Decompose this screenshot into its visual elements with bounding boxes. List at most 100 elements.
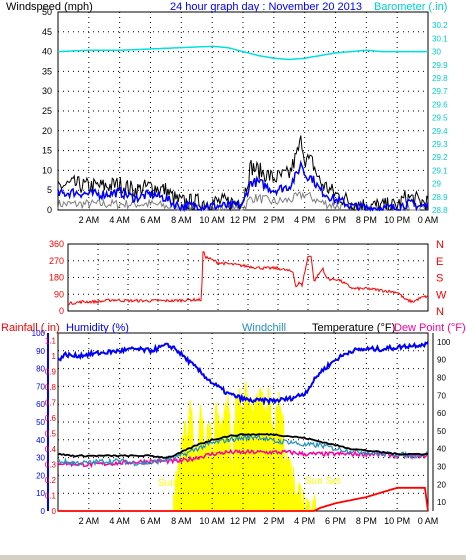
rainfall-line [58,486,429,512]
direction-grid [68,244,428,311]
wind-barometer-panel: Windspeed (mph) 24 hour graph day : Nove… [0,0,466,228]
barometer-tick: 30 [432,48,441,57]
temperature-tick: 40 [437,445,446,454]
time-tick: 4 PM [294,516,315,526]
windspeed-axis-label: Windspeed (mph) [6,1,93,13]
temperature-tick: 100 [437,338,451,347]
rainfall-tick: 0.4 [45,445,57,454]
barometer-tick: 28.8 [432,206,448,215]
rainfall-tick: 0.1 [45,492,57,501]
barometer-tick: 29.3 [432,140,448,149]
humidity-tick: 60 [36,400,45,409]
barometer-tick: 29.2 [432,153,448,162]
barometer-tick: 29.1 [432,166,448,175]
barometer-tick: 29 [432,180,441,189]
windspeed-tick: 20 [42,126,52,136]
direction-tick: 180 [49,273,64,283]
rainfall-tick: 0.9 [45,368,57,377]
solar-radiation-fill [173,382,316,512]
wind-average-line [57,159,429,213]
time-tick: 10 AM [199,516,225,526]
humidity-tick: 50 [36,418,45,427]
barometer-tick: 29.7 [432,87,448,96]
windspeed-tick: 10 [42,165,52,175]
rainfall-tick: 0.3 [45,461,57,470]
windspeed-tick: 15 [42,146,52,156]
windspeed-tick: 45 [42,27,52,37]
windspeed-tick: 25 [42,106,52,116]
sunrise-label: Sun Rise [158,478,199,489]
humidity-tick: 80 [36,365,45,374]
time-tick: 8 AM [171,516,192,526]
barometer-tick: 29.5 [432,114,448,123]
windchill-line [57,433,429,467]
windspeed-tick: 35 [42,66,52,76]
barometer-line [57,45,428,61]
humidity-tick-labels: 0 10 20 30 40 50 60 70 80 90 100 [32,329,46,516]
compass-label: S [436,273,443,285]
compass-label: N [436,306,444,318]
barometer-axis-label: Barometer (.in) [374,1,447,13]
wind-time-tick-labels: 2 AM 4 AM 6 AM 8 AM 10 AM 12 PM 2 PM 4 PM 6 PM 8 … [79,215,439,225]
temperature-humidity-panel: Rainfall (.in) Humidity (%) Windchill Te… [0,316,466,555]
rainfall-tick: 0.5 [45,430,57,439]
time-tick: 6 PM [325,215,346,225]
time-tick: 2 AM [79,215,100,225]
compass-label: E [436,256,443,268]
time-tick: 8 PM [356,215,377,225]
direction-tick: 360 [49,239,64,249]
barometer-tick: 30.1 [432,34,448,43]
rainfall-tick: 1.1 [45,337,57,346]
humidity-tick: 10 [36,489,45,498]
barometer-tick: 28.9 [432,193,448,202]
time-tick: 4 AM [109,516,130,526]
barometer-tick: 29.9 [432,61,448,70]
temperature-tick: 80 [437,374,446,383]
time-tick: 10 PM [384,215,410,225]
direction-tick-labels: 0 90 180 270 360 [49,239,64,316]
rainfall-tick: 0.2 [45,476,57,485]
humidity-tick: 90 [36,347,45,356]
temperature-tick: 30 [437,463,446,472]
time-tick: 2 AM [79,516,100,526]
time-tick: 6 PM [325,516,346,526]
humidity-tick: 70 [36,382,45,391]
temperature-series [57,341,429,512]
barometer-tick-labels: 28.8 28.9 29 29.1 29.2 29.3 29.4 29.5 29.6 29.7 29… [432,21,448,215]
rainfall-tick: 0 [52,507,57,516]
windspeed-tick: 50 [42,7,52,17]
humidity-tick: 20 [36,471,45,480]
time-tick: 10 PM [384,516,410,526]
compass-label: N [436,239,444,251]
windspeed-tick: 5 [47,185,52,195]
wind-direction-line [67,251,429,306]
temperature-axis-label: Temperature (°F) [312,322,395,334]
barometer-tick: 30.2 [432,21,448,30]
time-tick: 4 AM [109,215,130,225]
time-tick: 2 PM [263,516,284,526]
windspeed-tick: 30 [42,86,52,96]
temperature-tick: 50 [437,427,446,436]
temperature-tick: 70 [437,391,446,400]
temperature-tick: 20 [437,480,446,489]
time-tick: 8 AM [171,215,192,225]
temperature-tick-labels: 10 20 30 40 50 60 70 80 90 100 [437,338,451,507]
direction-tick: 270 [49,256,64,266]
direction-tick: 90 [54,289,64,299]
compass-label: W [436,289,447,301]
time-tick: 6 AM [140,215,161,225]
wind-series [57,45,429,213]
windspeed-tick: 0 [47,205,52,215]
time-tick: 12 PM [230,215,256,225]
temperature-line [57,432,429,459]
sunset-label: Sun Set [305,476,341,487]
time-tick: 12 PM [230,516,256,526]
humidity-tick: 30 [36,454,45,463]
wind-grid [58,12,428,210]
humidity-tick: 0 [41,507,46,516]
humidity-axis-label: Humidity (%) [66,322,129,334]
